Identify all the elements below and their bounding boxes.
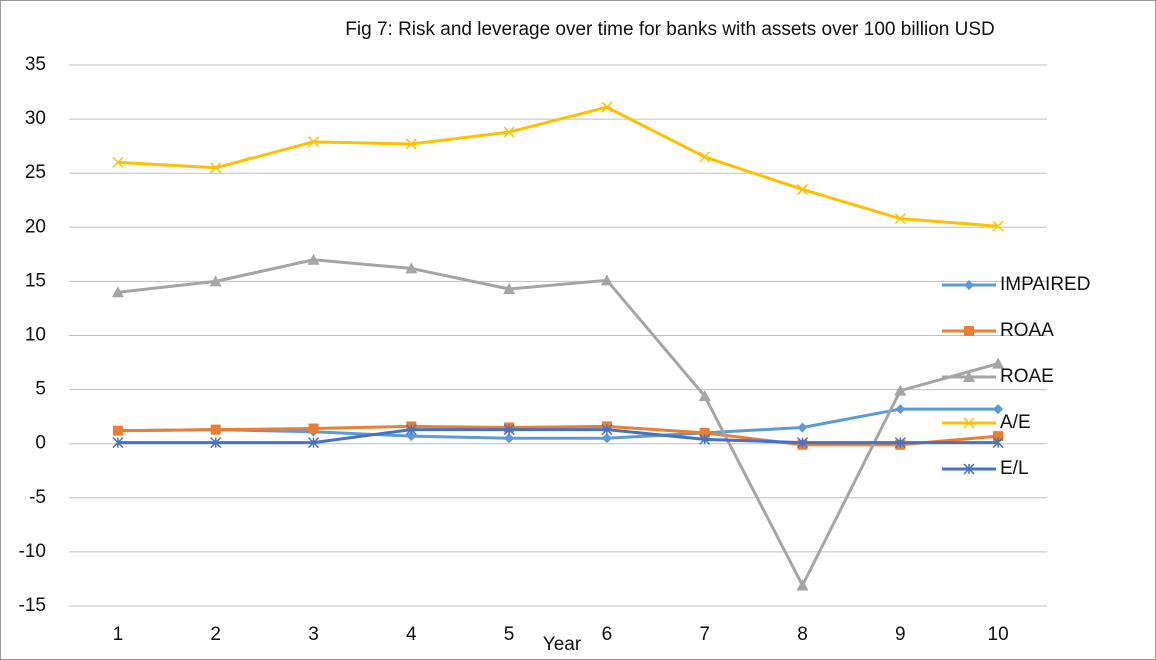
marker [796, 437, 809, 449]
marker [698, 390, 711, 402]
marker [600, 274, 613, 286]
marker [993, 404, 1004, 415]
marker [307, 437, 320, 449]
marker [307, 253, 320, 265]
marker [308, 423, 319, 434]
marker [601, 101, 613, 113]
marker [209, 275, 222, 287]
title-box: Fig 7: Risk and leverage over time for b… [345, 19, 995, 40]
marker [112, 156, 124, 168]
x-tick-label: 6 [602, 624, 613, 645]
marker [503, 424, 515, 436]
marker [797, 422, 808, 433]
y-tick-label: 30 [25, 108, 46, 129]
marker [503, 126, 515, 138]
series-line [117, 105, 999, 228]
marker [992, 357, 1005, 369]
y-tick-label: 10 [25, 325, 46, 346]
legend-label: IMPAIRED [1000, 274, 1090, 295]
legend-marker [963, 463, 975, 475]
legend-entry: ROAE [942, 366, 1054, 387]
x-axis-label: Year [543, 634, 582, 655]
x-tick-label: 2 [210, 624, 221, 645]
marker [307, 136, 320, 148]
marker [112, 425, 123, 436]
legend-label: ROAE [1000, 366, 1054, 387]
marker [601, 424, 613, 436]
legend-label: A/E [1000, 412, 1031, 433]
y-tick-label: 0 [35, 433, 46, 454]
legend-entry: E/L [942, 458, 1029, 479]
marker [895, 404, 906, 415]
series-line [117, 407, 999, 440]
marker [894, 213, 906, 225]
series-line [117, 428, 999, 445]
marker [699, 427, 710, 438]
x-tick-label: 3 [308, 624, 319, 645]
marker [699, 433, 711, 445]
x-tick-label: 7 [699, 624, 710, 645]
y-tick-label: 5 [35, 379, 46, 400]
chart-title: Fig 7: Risk and leverage over time for b… [345, 19, 995, 40]
marker [504, 433, 515, 444]
legend-marker [963, 371, 975, 382]
y-tick-label: -15 [19, 595, 46, 616]
legend-marker [963, 417, 975, 429]
legend-marker [964, 280, 974, 290]
x-tick-label: 9 [895, 624, 906, 645]
marker [503, 282, 516, 294]
marker [993, 431, 1004, 442]
x-tick-label: 5 [504, 624, 515, 645]
y-tick-label: 35 [25, 54, 46, 75]
legend-entry: IMPAIRED [942, 274, 1090, 295]
marker [894, 384, 907, 396]
marker [992, 437, 1004, 449]
marker [210, 437, 222, 449]
x-tick-label: 1 [113, 624, 124, 645]
marker [111, 286, 124, 298]
marker [210, 424, 221, 435]
y-tick-label: 20 [25, 216, 46, 237]
x-tick-label: 10 [988, 624, 1009, 645]
y-tick-label: 15 [25, 270, 46, 291]
marker [112, 437, 124, 449]
marker [796, 579, 809, 591]
y-tick-label: -5 [29, 487, 46, 508]
y-tick-label: -10 [19, 541, 46, 562]
series-line [117, 424, 999, 447]
x-tick-label: 4 [406, 624, 417, 645]
y-tick-label: 25 [25, 162, 46, 183]
series-line [117, 258, 999, 587]
marker [405, 138, 417, 150]
x-tick-label: 8 [797, 624, 808, 645]
marker [796, 183, 809, 195]
legend-entry: A/E [942, 412, 1031, 433]
marker [992, 220, 1004, 232]
marker [405, 262, 418, 274]
marker [405, 424, 417, 436]
legend-marker [964, 326, 974, 336]
marker [406, 431, 417, 442]
marker [210, 162, 222, 174]
marker [699, 151, 711, 163]
legend-entry: ROAA [942, 320, 1054, 341]
marker [601, 433, 612, 444]
marker [894, 437, 906, 449]
legend-label: ROAA [1000, 320, 1054, 341]
legend-label: E/L [1000, 458, 1029, 479]
